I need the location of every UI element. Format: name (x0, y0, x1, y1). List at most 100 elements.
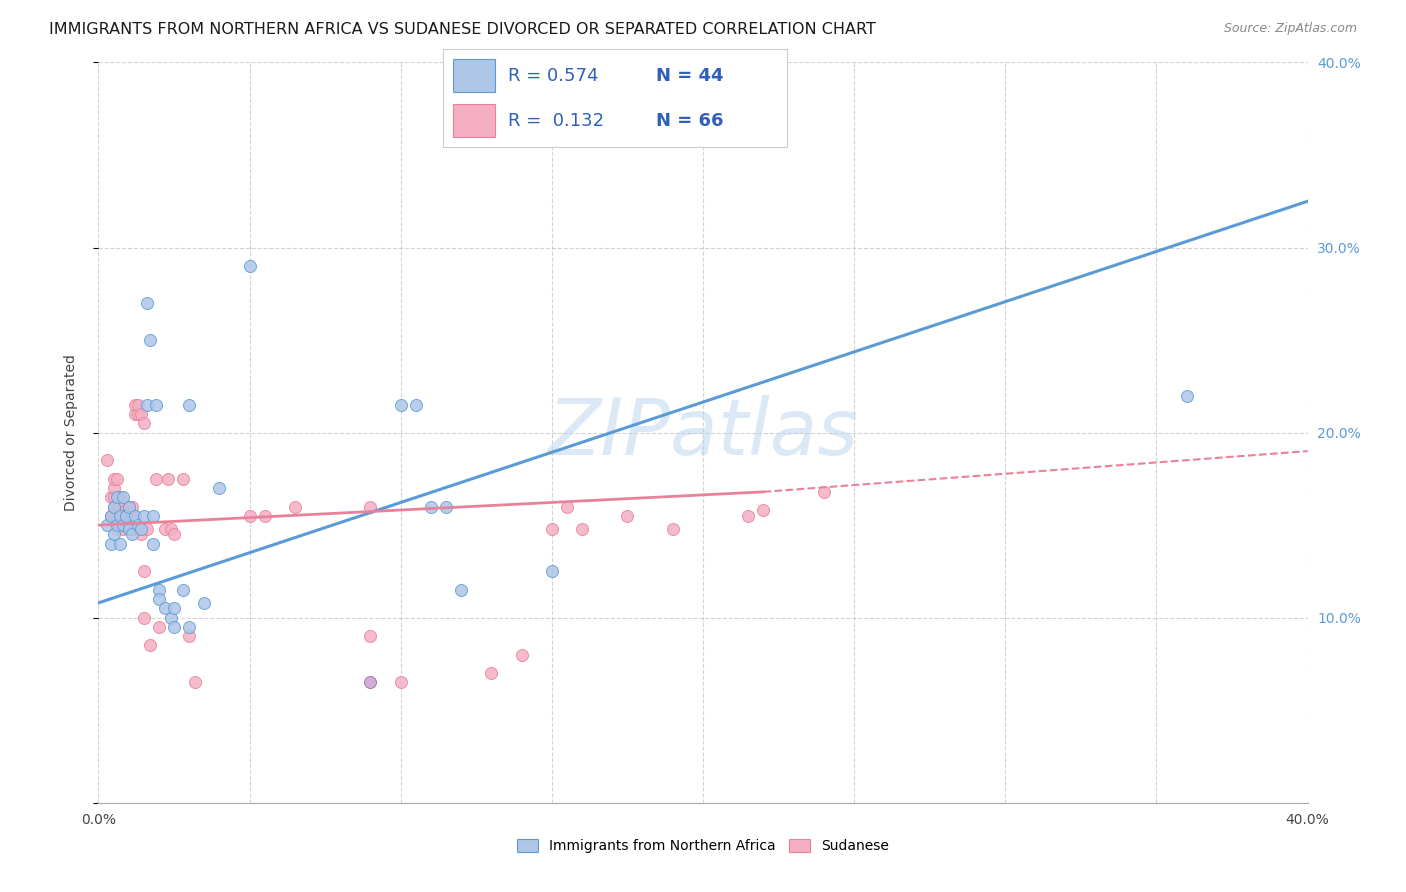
Point (163, 527, 186, 541)
Point (160, 522, 183, 536)
Point (510, 648, 533, 662)
FancyBboxPatch shape (453, 104, 495, 137)
Point (114, 518, 136, 533)
Point (108, 508, 131, 523)
Text: ZIPatlas: ZIPatlas (547, 394, 859, 471)
Point (103, 481, 125, 495)
Point (420, 500, 443, 514)
Point (121, 508, 143, 523)
Point (124, 407, 146, 421)
Point (145, 398, 167, 412)
Point (129, 527, 152, 541)
Point (148, 582, 170, 597)
Text: IMMIGRANTS FROM NORTHERN AFRICA VS SUDANESE DIVORCED OR SEPARATED CORRELATION CH: IMMIGRANTS FROM NORTHERN AFRICA VS SUDAN… (49, 22, 876, 37)
Point (148, 620, 170, 634)
Point (179, 620, 201, 634)
Point (139, 333, 162, 347)
Point (127, 398, 149, 412)
Point (103, 491, 125, 505)
Point (114, 503, 136, 517)
Point (179, 629, 201, 643)
Point (96, 518, 118, 533)
Point (124, 398, 146, 412)
Point (139, 639, 162, 653)
Point (253, 508, 276, 523)
Point (571, 522, 593, 536)
FancyBboxPatch shape (453, 59, 495, 92)
Point (148, 592, 170, 607)
Point (132, 417, 155, 431)
Point (111, 491, 134, 505)
Point (540, 565, 562, 579)
Point (118, 522, 141, 536)
Point (208, 481, 231, 495)
Point (360, 675, 382, 690)
Point (153, 522, 176, 536)
Point (100, 508, 122, 523)
Point (239, 259, 262, 273)
Point (118, 500, 141, 514)
Point (156, 472, 179, 486)
Point (434, 500, 457, 514)
Point (118, 508, 141, 523)
Point (193, 596, 215, 610)
Point (813, 484, 835, 499)
Point (121, 527, 143, 541)
Point (160, 610, 183, 624)
Point (96, 453, 118, 467)
Point (105, 508, 128, 523)
Point (111, 496, 134, 510)
Point (121, 522, 143, 536)
Point (124, 508, 146, 523)
Point (284, 500, 307, 514)
Point (105, 518, 128, 533)
Text: N = 66: N = 66 (657, 112, 724, 129)
Point (118, 522, 141, 536)
Point (132, 610, 155, 624)
Point (1175, 388, 1198, 402)
Legend: Immigrants from Northern Africa, Sudanese: Immigrants from Northern Africa, Sudanes… (512, 834, 894, 859)
Point (132, 508, 155, 523)
Point (127, 407, 149, 421)
Point (121, 500, 143, 514)
Point (111, 518, 134, 533)
Point (163, 620, 186, 634)
Point (135, 398, 157, 412)
Point (132, 565, 155, 579)
Text: Source: ZipAtlas.com: Source: ZipAtlas.com (1223, 22, 1357, 36)
Point (111, 522, 134, 536)
Point (105, 472, 128, 486)
Point (100, 508, 122, 523)
Y-axis label: Divorced or Separated: Divorced or Separated (63, 354, 77, 511)
Point (389, 675, 412, 690)
Point (135, 522, 157, 536)
Point (360, 629, 382, 643)
Text: R =  0.132: R = 0.132 (509, 112, 605, 129)
Point (172, 472, 194, 486)
Point (142, 536, 165, 550)
Point (103, 527, 125, 541)
Point (135, 296, 157, 310)
Point (184, 675, 207, 690)
Point (114, 508, 136, 523)
Point (172, 582, 194, 597)
Point (129, 407, 152, 421)
Point (127, 518, 149, 533)
Point (103, 500, 125, 514)
Point (555, 500, 578, 514)
Point (108, 491, 131, 505)
Point (153, 601, 176, 615)
Point (111, 508, 134, 523)
Point (405, 398, 427, 412)
Point (661, 522, 683, 536)
Point (103, 500, 125, 514)
Point (108, 500, 131, 514)
Point (179, 398, 201, 412)
Point (239, 508, 262, 523)
Point (100, 536, 122, 550)
Point (737, 508, 759, 523)
Point (450, 582, 472, 597)
Point (108, 536, 131, 550)
Point (145, 472, 167, 486)
Text: R = 0.574: R = 0.574 (509, 67, 599, 85)
